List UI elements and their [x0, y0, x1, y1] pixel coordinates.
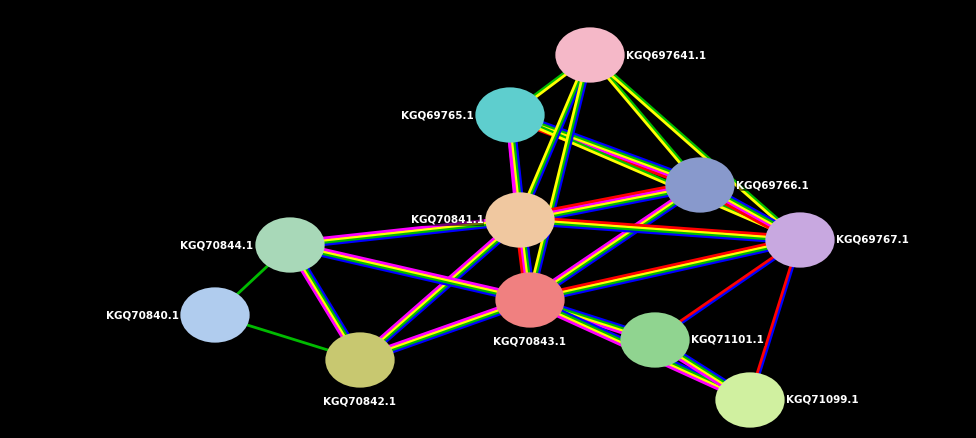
Ellipse shape [556, 28, 624, 81]
Text: KGQ70840.1: KGQ70840.1 [105, 310, 179, 320]
Text: KGQ70841.1: KGQ70841.1 [411, 215, 483, 225]
Text: KGQ69767.1: KGQ69767.1 [836, 235, 910, 245]
Text: KGQ697641.1: KGQ697641.1 [627, 50, 707, 60]
Ellipse shape [667, 159, 734, 212]
Text: KGQ70842.1: KGQ70842.1 [323, 396, 396, 406]
Text: KGQ71101.1: KGQ71101.1 [691, 335, 764, 345]
Text: KGQ71099.1: KGQ71099.1 [787, 395, 859, 405]
Ellipse shape [497, 273, 563, 327]
Text: KGQ69765.1: KGQ69765.1 [401, 110, 473, 120]
Ellipse shape [476, 88, 544, 141]
Text: KGQ70843.1: KGQ70843.1 [494, 336, 566, 346]
Text: KGQ70844.1: KGQ70844.1 [181, 240, 254, 250]
Ellipse shape [622, 314, 689, 367]
Ellipse shape [182, 288, 249, 342]
Ellipse shape [486, 194, 553, 247]
Ellipse shape [716, 374, 784, 427]
Text: KGQ69766.1: KGQ69766.1 [737, 180, 809, 190]
Ellipse shape [766, 213, 834, 267]
Ellipse shape [326, 333, 393, 387]
Ellipse shape [257, 219, 324, 272]
